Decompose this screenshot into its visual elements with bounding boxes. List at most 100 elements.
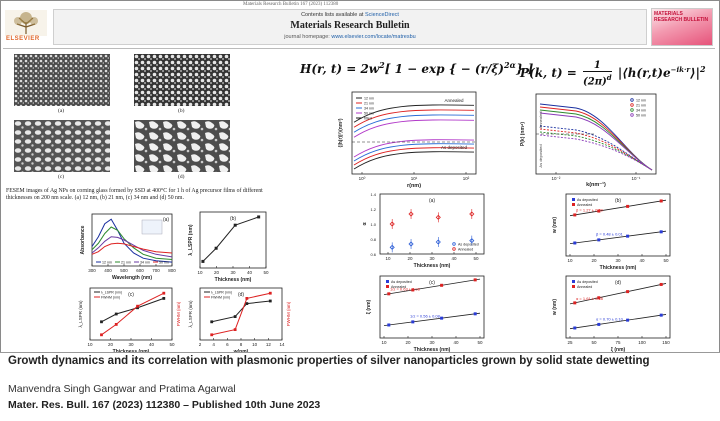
sem-image-b <box>134 54 230 106</box>
article-citation: Mater. Res. Bull. 167 (2023) 112380 – Pu… <box>8 399 321 411</box>
w-thickness-x-tick-label: 40 <box>639 258 645 263</box>
absorbance-x-tick-label: 500 <box>120 268 128 273</box>
alpha-y-tick-label: 0.6 <box>370 252 376 257</box>
alpha-x-tick-label: 20 <box>407 256 413 261</box>
lspr-x-tick-label: 20 <box>214 270 220 275</box>
lspr-x-tick-label: 30 <box>230 270 236 275</box>
absorbance-series-line <box>91 218 173 263</box>
w-xi-point <box>659 313 663 317</box>
w-thickness-x-tick-label: 30 <box>615 258 621 263</box>
w-xi-x-tick-label: 50 <box>591 340 597 345</box>
lspr-x-tick-label: 40 <box>247 270 253 275</box>
fwhm-w-point <box>268 299 272 303</box>
fwhm-thickness-legend-label: λ_LSPR (nm) <box>101 291 122 295</box>
fwhm-w-x-tick-label: 6 <box>226 342 229 347</box>
hhcf-series-line <box>353 114 475 133</box>
absorbance-x-tick-label: 700 <box>152 268 160 273</box>
lspr-x-label: Thickness (nm) <box>215 277 252 283</box>
w-xi-panel-label: (d) <box>615 280 621 286</box>
xi-thickness-annotation: 1/z = 0.56 ± 0.08 <box>410 314 441 319</box>
absorbance-legend-label: 21 nm <box>121 261 131 265</box>
homepage-link[interactable]: www.elsevier.com/locate/matresbu <box>331 34 416 40</box>
xi-thickness-x-tick-label: 10 <box>381 340 387 345</box>
fwhm-thickness-point <box>136 306 139 310</box>
fwhm-w-x-tick-label: 10 <box>252 342 258 347</box>
w-thickness-legend-swatch <box>572 198 575 201</box>
hhcf-legend-label: 12 nm <box>364 97 374 101</box>
w-thickness-x-tick-label: 10 <box>567 258 573 263</box>
xi-thickness-x-tick-label: 20 <box>405 340 411 345</box>
lspr-x-tick-label: 50 <box>263 270 269 275</box>
fwhm-w-panel-label: (d) <box>238 292 244 298</box>
psd-legend-label: 50 nm <box>636 114 646 118</box>
psd-series-line <box>539 134 653 171</box>
w-thickness-point <box>626 204 630 208</box>
sem-image-panel: (a) (b) (c) (d) <box>12 54 252 188</box>
sem-image-a <box>14 54 110 106</box>
w-xi-legend-swatch <box>572 280 575 283</box>
lspr-panel-label: (b) <box>230 216 236 222</box>
alpha-point <box>408 241 414 247</box>
hhcf-series-line <box>353 119 475 138</box>
sciencedirect-link[interactable]: ScienceDirect <box>364 12 399 18</box>
fwhm-thickness-x-tick-label: 10 <box>87 342 93 347</box>
fwhm-w-x-tick-label: 4 <box>212 342 215 347</box>
w-xi-x-label: ξ (nm) <box>611 347 626 352</box>
w-thickness-legend-label: Annealed <box>577 203 592 207</box>
hhcf-legend-label: 34 nm <box>364 107 374 111</box>
fwhm-thickness-point <box>100 333 103 337</box>
alpha-y-tick-label: 1.0 <box>370 222 376 227</box>
hhcf-series-line <box>353 151 475 170</box>
sem-image-d <box>134 120 230 172</box>
alpha-x-tick-label: 40 <box>451 256 457 261</box>
psd-legend-swatch <box>630 103 634 107</box>
xi-thickness-annotation: 1/z = 0.63 ± 0.08 <box>390 287 421 292</box>
homepage-line: journal homepage: www.elsevier.com/locat… <box>284 34 416 40</box>
absorbance-legend-label: 12 nm <box>102 261 112 265</box>
psd-annotation: Annealed <box>538 112 543 129</box>
absorbance-x-label: Wavelength (nm) <box>112 275 152 281</box>
absorbance-legend-label: 34 nm <box>140 261 150 265</box>
hhcf-annotation: Annealed <box>444 98 464 103</box>
w-thickness-x-tick-label: 50 <box>663 258 669 263</box>
hhcf-y-label: ⟨|h(r)|²⟩(nm²) <box>338 118 344 148</box>
psd-legend-label: 12 nm <box>636 99 646 103</box>
psd-equation: P(k, t) = 1 (2π)d |⟨h(r,t)e−ik·r⟩|2 <box>520 60 706 88</box>
fwhm-w-x-tick-label: 8 <box>240 342 243 347</box>
w-thickness-point <box>597 238 601 242</box>
hhcf-series-line <box>353 109 475 128</box>
article-title: Growth dynamics and its correlation with… <box>8 355 650 367</box>
psd-legend-swatch <box>630 98 634 102</box>
hhcf-series-line <box>353 104 475 123</box>
w-thickness-plot-frame <box>565 193 671 257</box>
w-thickness-point <box>597 209 601 213</box>
fwhm-w-x-tick-label: 12 <box>266 342 272 347</box>
absorbance-series-line <box>91 236 173 258</box>
alpha-y-tick-label: 1.4 <box>370 192 376 197</box>
w-thickness-legend-label: As deposited <box>577 198 598 202</box>
xi-thickness-fit-line <box>383 312 481 326</box>
xi-thickness-panel-label: (c) <box>429 280 435 286</box>
xi-thickness-x-tick-label: 40 <box>453 340 459 345</box>
fwhm-thickness-point <box>136 304 139 308</box>
journal-title: Materials Research Bulletin <box>290 20 410 31</box>
alpha-y-label: α <box>362 222 368 226</box>
w-xi-legend-label: Annealed <box>577 285 592 289</box>
hhcf-x-label: r(nm) <box>407 183 421 189</box>
xi-thickness-legend-swatch <box>386 280 389 283</box>
w-xi-legend-label: As deposited <box>577 280 598 284</box>
fwhm-w-point <box>268 291 272 295</box>
fwhm-thickness-point <box>114 323 118 326</box>
xi-thickness-legend-label: As deposited <box>391 280 412 284</box>
hhcf-legend-label: 50 nm <box>364 112 374 116</box>
psd-x-label: k(nm⁻¹) <box>586 181 606 188</box>
doi-line: Materials Research Bulletin 167 (2023) 1… <box>243 2 339 7</box>
w-xi-x-tick-label: 150 <box>662 340 670 345</box>
sem-label-b: (b) <box>178 108 185 114</box>
hhcf-equation: H(r, t) = 2w2[ 1 − exp { − (r/ξ)2α} ] <box>300 60 534 76</box>
fwhm-thickness-series-line <box>101 297 164 323</box>
fwhm-w-point <box>233 328 237 331</box>
fwhm-thickness-series-line <box>101 292 165 336</box>
fwhm-w-y-label-right: FWHM (nm) <box>286 301 291 326</box>
xi-thickness-y-label: ξ (nm) <box>366 299 372 314</box>
